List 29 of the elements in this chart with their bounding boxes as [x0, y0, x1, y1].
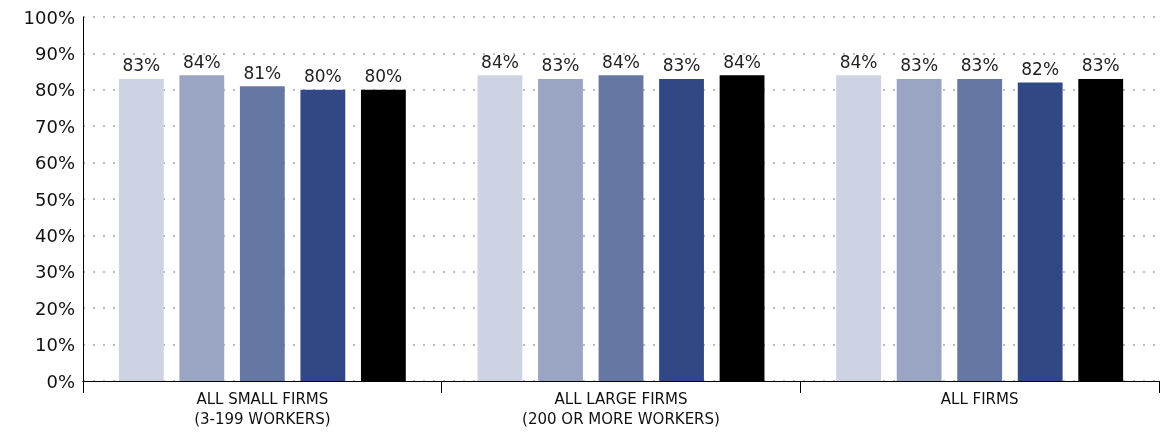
data-label: 83%	[122, 55, 161, 76]
y-tick-label: 70%	[34, 115, 75, 137]
y-tick-label: 80%	[34, 79, 75, 101]
y-tick-label: 20%	[34, 297, 75, 319]
data-label: 83%	[960, 55, 999, 76]
y-tick-label: 60%	[34, 152, 75, 174]
y-tick-label: 10%	[34, 334, 75, 356]
data-label: 84%	[723, 51, 761, 72]
data-label: 84%	[481, 51, 519, 72]
x-tick-label: ALL SMALL FIRMS (3-199 WORKERS)	[194, 390, 331, 428]
x-tick-label: ALL LARGE FIRMS (200 OR MORE WORKERS)	[522, 390, 720, 428]
data-label: 83%	[541, 55, 580, 76]
data-label: 84%	[602, 51, 640, 72]
y-tick-label: 30%	[34, 261, 75, 283]
y-tick-label: 100%	[23, 6, 75, 28]
data-label: 83%	[662, 55, 701, 76]
y-tick-label: 90%	[34, 42, 75, 64]
data-label: 80%	[303, 66, 342, 87]
data-label: 80%	[364, 66, 403, 87]
y-tick-label: 40%	[34, 224, 75, 246]
y-tick-label: 0%	[46, 370, 75, 392]
x-tick-label: ALL FIRMS	[940, 390, 1019, 408]
data-label: 83%	[1081, 55, 1120, 76]
data-label: 84%	[182, 51, 221, 72]
data-label: 82%	[1021, 59, 1060, 80]
data-label: 83%	[900, 55, 939, 76]
y-tick-label: 50%	[34, 188, 75, 210]
data-label: 84%	[839, 51, 878, 72]
data-label: 81%	[243, 62, 282, 83]
